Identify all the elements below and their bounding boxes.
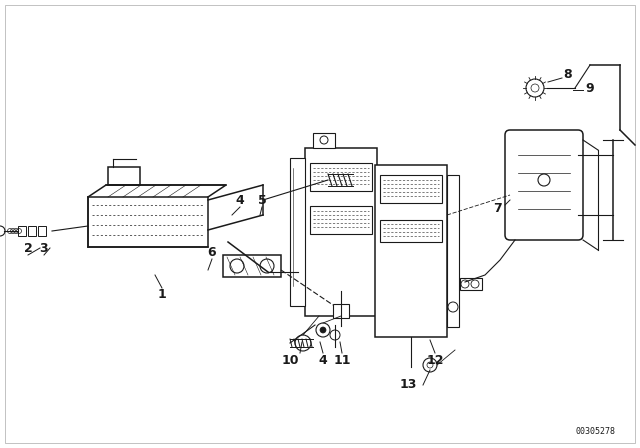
Circle shape [320, 327, 326, 333]
Bar [375, 165, 447, 337]
Bar [38, 226, 46, 236]
Bar [88, 197, 208, 247]
Text: 8: 8 [564, 69, 572, 82]
Text: 1: 1 [157, 289, 166, 302]
Text: 10: 10 [281, 353, 299, 366]
Text: 13: 13 [399, 379, 417, 392]
Text: 12: 12 [426, 353, 444, 366]
Text: 11: 11 [333, 353, 351, 366]
Bar [313, 133, 335, 148]
Bar [310, 163, 372, 191]
Text: 4: 4 [236, 194, 244, 207]
Text: 5: 5 [258, 194, 266, 207]
Bar [380, 175, 442, 203]
Bar [18, 226, 26, 236]
Bar [310, 206, 372, 234]
Text: 9: 9 [586, 82, 595, 95]
Text: 7: 7 [493, 202, 502, 215]
FancyBboxPatch shape [505, 130, 583, 240]
Text: 2: 2 [24, 241, 33, 254]
Bar [333, 304, 349, 318]
Text: 4: 4 [319, 353, 328, 366]
Text: 3: 3 [40, 241, 48, 254]
Bar [305, 148, 377, 316]
Bar [108, 167, 140, 185]
Bar [290, 158, 305, 306]
Bar [223, 255, 281, 277]
Bar [460, 278, 482, 290]
Bar [447, 175, 459, 327]
Text: 6: 6 [208, 246, 216, 258]
Bar [28, 226, 36, 236]
Text: 00305278: 00305278 [575, 427, 615, 436]
Bar [380, 220, 442, 242]
